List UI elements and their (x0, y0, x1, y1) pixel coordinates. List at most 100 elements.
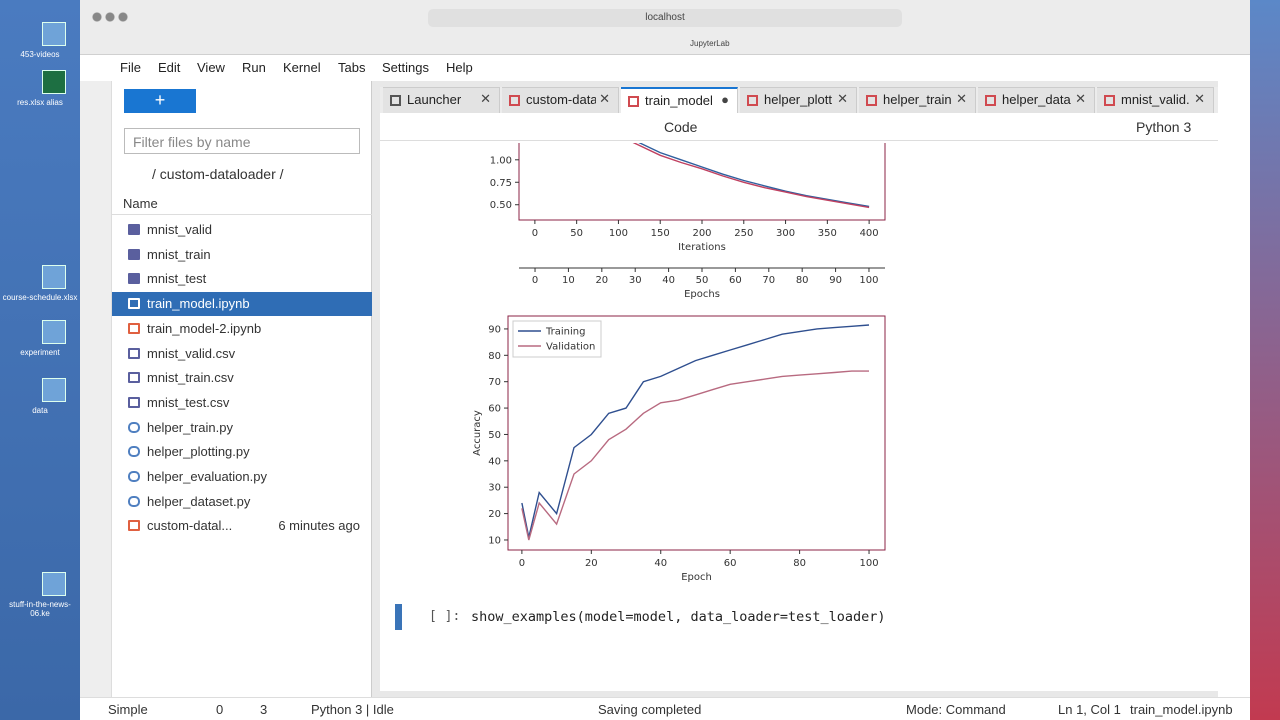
tab-label: train_model (645, 93, 713, 108)
x-tick-label: 400 (860, 228, 879, 239)
menu-item[interactable]: Settings (382, 60, 429, 75)
tab-close[interactable]: ✕ (599, 91, 610, 106)
tab-close[interactable]: ✕ (1194, 91, 1205, 106)
filter-box[interactable]: Filter files by name (124, 128, 360, 154)
column-header[interactable]: Name (112, 193, 372, 215)
cell-code[interactable]: show_examples(model=model, data_loader=t… (471, 609, 886, 625)
tab[interactable]: helper_data ✕ (978, 87, 1095, 113)
status-mode: Mode: Command (906, 702, 1006, 717)
legend-label: Training (545, 327, 585, 338)
tab-label: helper_plott (764, 92, 832, 107)
notebook-toolbar: Code Python 3 (380, 113, 1218, 141)
tab[interactable]: Launcher ✕ (383, 87, 500, 113)
menu-item[interactable]: Kernel (283, 60, 321, 75)
file-row[interactable]: helper_train.py (112, 416, 372, 440)
file-name: mnist_train (147, 246, 211, 262)
file-row[interactable]: train_model.ipynb (112, 292, 372, 317)
file-row[interactable]: helper_dataset.py (112, 490, 372, 514)
file-icon-py (128, 495, 140, 507)
menu-item[interactable]: Tabs (338, 60, 366, 75)
file-row[interactable]: mnist_valid.csv (112, 342, 372, 366)
chart: 0.500.751.000 50 100 150 200 250 300 350 400Iter… (490, 143, 886, 300)
file-row[interactable]: helper_evaluation.py (112, 465, 372, 489)
y-tick-label: 10 (488, 535, 501, 546)
y-tick-label: 60 (488, 404, 501, 415)
tab-icon (1104, 95, 1115, 106)
menu-item[interactable]: Edit (158, 60, 181, 75)
breadcrumb[interactable]: / custom-dataloader / (152, 166, 284, 182)
desktop-icon-label: stuff-in-the-news-06.ke (9, 600, 71, 618)
x2-tick-label: 10 (562, 275, 575, 286)
tab-icon (866, 95, 877, 106)
file-name: helper_evaluation.py (147, 469, 267, 484)
tab-label: Launcher (407, 92, 462, 107)
menu-item[interactable]: Help (446, 60, 473, 75)
tab-close[interactable]: ✕ (1075, 91, 1086, 106)
tab[interactable]: helper_plott ✕ (740, 87, 857, 113)
status-kernel: Python 3 | Idle (311, 702, 394, 717)
menu-item[interactable]: File (120, 60, 141, 75)
desktop-icon[interactable] (42, 22, 66, 46)
tab-close[interactable]: ✕ (480, 91, 491, 106)
kernel-name[interactable]: Python 3 (1136, 119, 1192, 135)
browser-window: localhost JupyterLab File Edit View Run Kern… (80, 0, 1250, 720)
x-axis-label: Epoch (681, 572, 712, 583)
file-row[interactable]: mnist_train (112, 243, 372, 267)
tab[interactable]: helper_train ✕ (859, 87, 976, 113)
file-icon-notebook (128, 298, 140, 310)
x-tick-label: 20 (585, 558, 598, 569)
tab-label: custom-data (526, 92, 596, 107)
tab-label: helper_data (1002, 92, 1071, 107)
tab-close[interactable]: ✕ (837, 91, 848, 106)
file-name: custom-datal... (147, 518, 233, 534)
traffic-lights (92, 12, 132, 22)
file-icon-folder (128, 224, 140, 235)
file-row[interactable]: mnist_test.csv (112, 391, 372, 415)
desktop-icon-label: data (32, 406, 48, 415)
tab-icon (628, 96, 639, 107)
file-name: mnist_train.csv (147, 370, 234, 386)
tab-icon (985, 95, 996, 106)
cell-type[interactable]: Code (664, 119, 698, 135)
address-bar[interactable]: localhost (428, 9, 902, 27)
x-tick-label: 100 (609, 228, 628, 239)
legend-box (512, 320, 602, 358)
file-icon-py (128, 421, 140, 433)
x-tick-label: 350 (818, 228, 837, 239)
tab-icon (747, 95, 758, 106)
y-tick-label: 50 (488, 430, 501, 441)
file-icon-py (128, 471, 140, 482)
tab-label: mnist_valid. (1121, 92, 1190, 107)
desktop-icon[interactable] (42, 70, 66, 94)
new-launcher-button[interactable]: + (124, 89, 196, 113)
desktop-icon[interactable] (42, 378, 66, 402)
x-tick-label: 150 (651, 228, 670, 239)
desktop-icon[interactable] (42, 572, 66, 596)
x2-tick-label: 80 (796, 275, 809, 286)
tab[interactable]: mnist_valid. ✕ (1097, 87, 1214, 113)
status-mode-label: Simple (108, 702, 148, 717)
file-row[interactable]: custom-datal... 6 minutes ago (112, 514, 372, 538)
tab-icon (390, 95, 401, 106)
column-name: Name (123, 196, 158, 211)
desktop-icon[interactable] (42, 320, 66, 344)
menu-item[interactable]: View (197, 60, 225, 75)
status-position: Ln 1, Col 1 (1058, 702, 1121, 717)
file-row[interactable]: mnist_train.csv (112, 366, 372, 390)
file-row[interactable]: mnist_test (112, 267, 372, 291)
x-tick-label: 200 (692, 228, 711, 239)
tab[interactable]: train_model ● (621, 87, 738, 113)
file-row[interactable]: helper_plotting.py (112, 440, 372, 464)
x-tick-label: 50 (570, 228, 583, 239)
tab-close[interactable]: ✕ (956, 91, 967, 106)
file-row[interactable]: train_model-2.ipynb (112, 317, 372, 341)
file-icon-csv (128, 372, 140, 384)
x-tick-label: 250 (734, 228, 753, 239)
desktop-icon[interactable] (42, 265, 66, 289)
axes-frame (518, 143, 886, 221)
menu-item[interactable]: Run (242, 60, 266, 75)
tab[interactable]: custom-data ✕ (502, 87, 619, 113)
tab-dirty[interactable]: ● (721, 92, 729, 107)
file-row[interactable]: mnist_valid (112, 218, 372, 242)
file-icon-csv (128, 347, 140, 359)
